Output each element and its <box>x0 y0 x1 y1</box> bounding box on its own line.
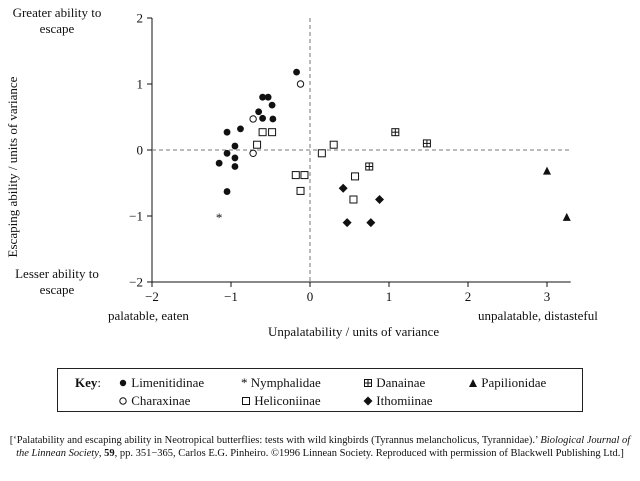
legend-item-danainae: Danainae <box>363 375 425 391</box>
scatter-chart: −2 −1 0 1 2 3 2 1 0 −1 −2 * <box>129 11 571 304</box>
data-point: * <box>216 210 223 225</box>
annotation-unpalatable: unpalatable, distasteful <box>478 308 598 323</box>
data-point <box>264 93 272 101</box>
axes: −2 −1 0 1 2 3 2 1 0 −1 −2 <box>129 11 571 304</box>
legend-item-papilionidae: Papilionidae <box>468 375 546 391</box>
data-point <box>259 114 266 122</box>
data-point <box>255 108 263 116</box>
y-axis-label: Escaping ability / units of variance <box>5 76 20 258</box>
data-point <box>215 159 223 167</box>
data-point <box>317 149 326 158</box>
legend-title: Key: <box>75 375 102 390</box>
data-point <box>351 172 360 181</box>
data-point <box>342 218 352 228</box>
data-point <box>366 218 376 228</box>
x-axis-label: Unpalatability / units of variance <box>268 324 440 339</box>
data-point <box>375 195 385 204</box>
x-tick-label: −2 <box>145 289 159 304</box>
y-tick-label: −1 <box>129 209 143 224</box>
filled-triangle-icon <box>469 379 477 387</box>
data-point <box>296 186 305 195</box>
y-tick-label: 1 <box>137 77 144 92</box>
data-point <box>329 140 338 149</box>
data-point <box>223 188 231 195</box>
data-point <box>291 171 300 180</box>
x-tick-label: 1 <box>386 289 393 304</box>
legend-item-charaxinae: Charaxinae <box>118 393 190 409</box>
legend: Key: Limenitidinae * Nymphalidae Danaina… <box>57 368 583 412</box>
legend-item-limenitidinae: Limenitidinae <box>118 375 204 391</box>
data-point <box>349 195 358 204</box>
data-point <box>365 162 374 171</box>
data-point <box>269 115 277 123</box>
data-point <box>422 139 431 148</box>
asterisk-icon: * <box>241 375 248 390</box>
data-point <box>259 93 266 101</box>
x-tick-label: 2 <box>465 289 472 304</box>
data-point <box>249 149 257 158</box>
data-point <box>268 128 277 137</box>
crossed-square-icon <box>364 379 372 387</box>
y-tick-label: −2 <box>129 275 143 290</box>
data-point <box>223 128 231 136</box>
series-limenitidinae <box>215 68 300 195</box>
filled-diamond-icon <box>363 396 373 406</box>
data-point <box>562 212 571 221</box>
series-heliconiinae <box>253 128 360 204</box>
series-danainae <box>365 128 431 171</box>
series-ithomiinae <box>338 183 385 228</box>
data-point <box>253 140 262 149</box>
x-tick-label: 3 <box>544 289 551 304</box>
annotation-palatable: palatable, eaten <box>108 308 189 323</box>
filled-circle-icon <box>119 379 127 387</box>
annotation-lesser-ability: Lesser ability to escape <box>15 266 99 297</box>
legend-item-nymphalidae: * Nymphalidae <box>241 375 321 390</box>
data-points: * <box>215 68 571 228</box>
data-point <box>231 154 239 162</box>
open-circle-icon <box>119 397 127 405</box>
data-point <box>231 142 239 150</box>
data-point <box>237 125 244 133</box>
data-point <box>338 183 348 193</box>
data-point <box>223 149 231 157</box>
data-point <box>300 171 309 180</box>
y-tick-label: 2 <box>137 11 144 26</box>
y-tick-label: 0 <box>137 143 144 158</box>
series-nymphalidae: * <box>216 210 223 225</box>
data-point <box>391 128 400 137</box>
data-point <box>258 128 267 137</box>
open-square-icon <box>242 397 250 405</box>
legend-item-heliconiinae: Heliconiinae <box>241 393 321 409</box>
data-point <box>249 115 257 123</box>
x-tick-label: 0 <box>307 289 314 304</box>
data-point <box>231 163 239 170</box>
x-tick-label: −1 <box>224 289 238 304</box>
data-point <box>293 68 300 76</box>
series-charaxinae <box>249 80 305 158</box>
data-point <box>296 80 305 88</box>
data-point <box>543 166 551 175</box>
annotation-greater-ability: Greater ability to escape <box>12 5 102 36</box>
legend-item-ithomiinae: Ithomiinae <box>363 393 433 409</box>
figure-caption: [‘Palatability and escaping ability in N… <box>9 435 631 459</box>
data-point <box>268 101 276 109</box>
series-papilionidae <box>543 166 571 221</box>
